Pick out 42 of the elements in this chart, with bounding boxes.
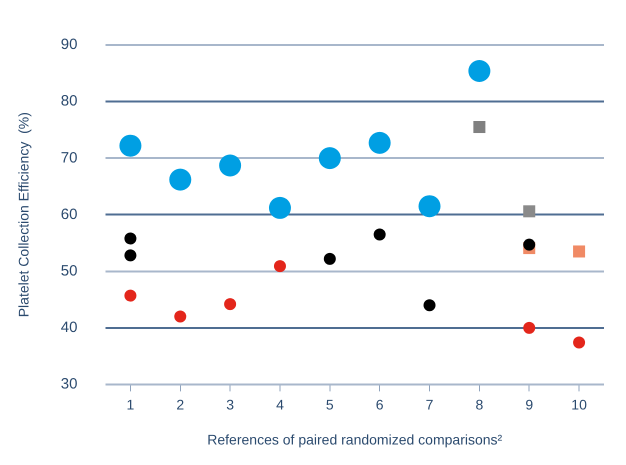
x-axis-title: References of paired randomized comparisons² [207, 431, 503, 448]
point [418, 195, 441, 218]
point [169, 168, 192, 191]
y-axis-title: Platelet Collection Efficiency (%) [15, 112, 32, 318]
y-tick-label: 30 [60, 376, 78, 393]
point [468, 60, 490, 82]
point [424, 299, 436, 312]
point [523, 238, 536, 251]
x-tick-label: 3 [226, 396, 234, 413]
point [523, 205, 536, 218]
y-tick-label: 60 [60, 206, 78, 223]
point [318, 147, 341, 170]
x-tick-label: 6 [376, 396, 384, 413]
y-tick-label: 80 [60, 92, 78, 110]
point [268, 196, 291, 219]
point [124, 290, 136, 302]
y-tick-label: 50 [60, 262, 78, 280]
y-tick-label: 40 [60, 318, 78, 336]
x-tick-label: 2 [176, 396, 184, 413]
x-tick-label: 1 [126, 396, 135, 413]
x-tick-label: 4 [276, 396, 284, 413]
y-tick-label: 90 [60, 36, 78, 54]
x-tick-label: 8 [475, 396, 484, 413]
x-tick-label: 7 [426, 396, 434, 413]
point [573, 245, 586, 258]
point [219, 154, 242, 176]
x-tick-label: 10 [571, 396, 588, 413]
point [368, 132, 391, 154]
point [274, 260, 286, 272]
y-tick-label: 70 [60, 149, 78, 166]
point [523, 322, 536, 334]
point [224, 298, 236, 310]
point [473, 121, 486, 134]
point [124, 232, 136, 244]
x-tick-label: 9 [525, 396, 534, 413]
point [573, 336, 586, 349]
point [174, 310, 186, 323]
point [324, 252, 336, 265]
point [374, 228, 386, 240]
point [124, 249, 136, 262]
x-tick-label: 5 [326, 396, 334, 413]
point [119, 134, 142, 157]
